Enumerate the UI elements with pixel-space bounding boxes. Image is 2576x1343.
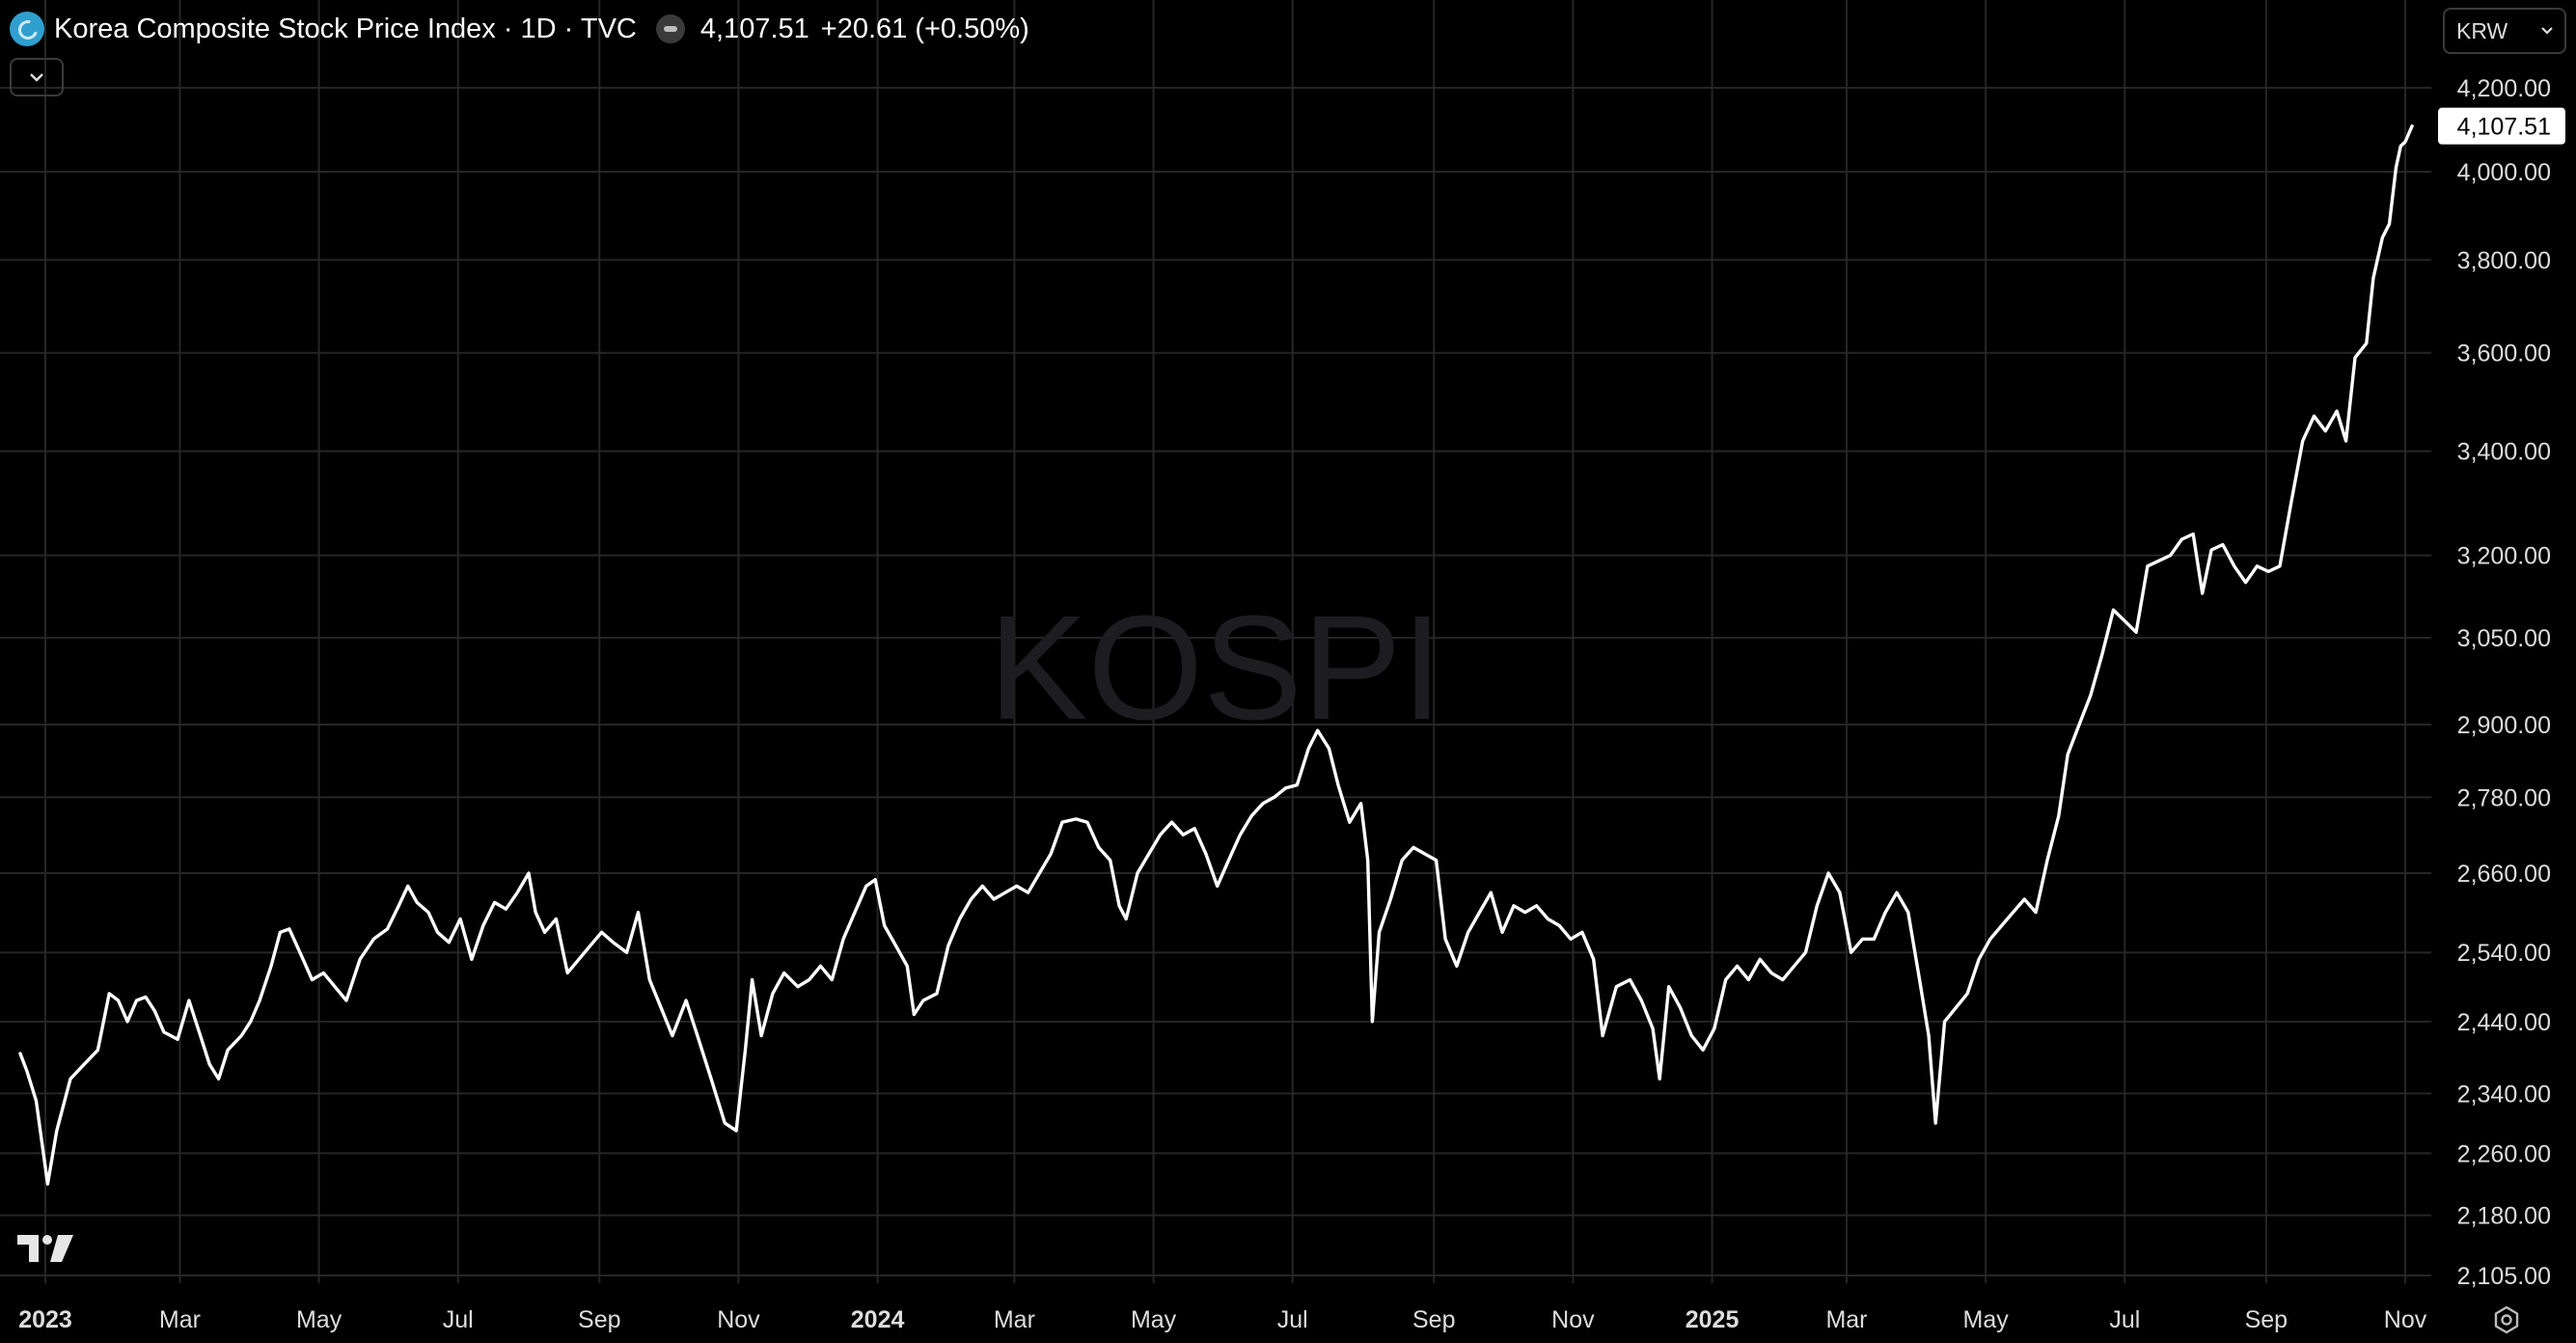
- price-line-series: [18, 124, 2414, 1186]
- y-tick-label: 3,800.00: [2457, 247, 2551, 274]
- chart-grid: [0, 0, 2431, 1283]
- chevron-down-icon: [2541, 27, 2553, 35]
- y-tick-label: 2,660.00: [2457, 861, 2551, 888]
- y-tick-label: 2,180.00: [2457, 1203, 2551, 1230]
- currency-selector[interactable]: KRW: [2443, 8, 2566, 54]
- y-tick-label: 3,400.00: [2457, 439, 2551, 466]
- y-tick-label: 2,440.00: [2457, 1009, 2551, 1036]
- y-tick-label: 2,540.00: [2457, 940, 2551, 967]
- x-tick-label: Jul: [2109, 1306, 2140, 1333]
- legend-collapse-button[interactable]: [10, 58, 64, 96]
- chart-watermark: KOSPI: [989, 585, 1443, 751]
- currency-label: KRW: [2456, 17, 2508, 43]
- y-tick-label: 2,105.00: [2457, 1263, 2551, 1290]
- y-tick-label: 3,050.00: [2457, 625, 2551, 652]
- chevron-down-icon: [30, 73, 43, 82]
- legend-price: 4,107.51: [699, 13, 809, 44]
- kospi-logo-icon[interactable]: [10, 12, 44, 46]
- legend-change: +20.61 (+0.50%): [820, 13, 1029, 44]
- x-tick-label: Sep: [2245, 1306, 2288, 1333]
- x-tick-label: 2025: [1685, 1306, 1740, 1333]
- x-tick-label: Jul: [1277, 1306, 1308, 1333]
- x-tick-label: Mar: [994, 1306, 1035, 1333]
- price-line: [18, 124, 2414, 1186]
- x-tick-label: Sep: [1412, 1306, 1455, 1333]
- x-tick-label: Sep: [578, 1306, 620, 1333]
- y-tick-label: 3,600.00: [2457, 341, 2551, 368]
- last-price-text: 4,107.51: [2457, 114, 2551, 141]
- x-tick-label: Nov: [717, 1306, 760, 1333]
- symbol-title[interactable]: Korea Composite Stock Price Index · 1D ·…: [54, 13, 637, 44]
- x-tick-label: May: [296, 1306, 343, 1333]
- time-axis[interactable]: 2023 Mar May Jul Sep Nov 2024 Mar May Jul Sep Nov 20…: [18, 1306, 2427, 1333]
- x-tick-label: Mar: [1825, 1306, 1867, 1333]
- x-tick-label: 2023: [18, 1306, 72, 1333]
- x-tick-label: Jul: [443, 1306, 474, 1333]
- y-tick-label: 2,780.00: [2457, 784, 2551, 811]
- y-tick-label: 4,000.00: [2457, 159, 2551, 186]
- gear-icon[interactable]: [2491, 1304, 2522, 1335]
- y-tick-label: 2,340.00: [2457, 1081, 2551, 1108]
- last-price-badge: [2438, 107, 2565, 145]
- x-tick-label: Nov: [2384, 1306, 2427, 1333]
- x-tick-label: 2024: [851, 1306, 905, 1333]
- tradingview-logo-icon[interactable]: [15, 1231, 77, 1266]
- y-tick-label: 4,200.00: [2457, 75, 2551, 102]
- last-price-label: 4,107.51: [2438, 107, 2565, 145]
- x-tick-label: May: [1963, 1306, 2010, 1333]
- symbol-legend: Korea Composite Stock Price Index · 1D ·…: [10, 8, 1029, 50]
- x-tick-label: May: [1131, 1306, 1177, 1333]
- x-tick-label: Nov: [1551, 1306, 1595, 1333]
- y-tick-label: 2,260.00: [2457, 1140, 2551, 1167]
- price-axis[interactable]: 2,105.00 2,180.00 2,260.00 2,340.00 2,440.00…: [2457, 75, 2551, 1290]
- y-tick-label: 2,900.00: [2457, 712, 2551, 739]
- market-status-icon[interactable]: [655, 14, 685, 43]
- x-tick-label: Mar: [159, 1306, 201, 1333]
- y-tick-label: 3,200.00: [2457, 543, 2551, 570]
